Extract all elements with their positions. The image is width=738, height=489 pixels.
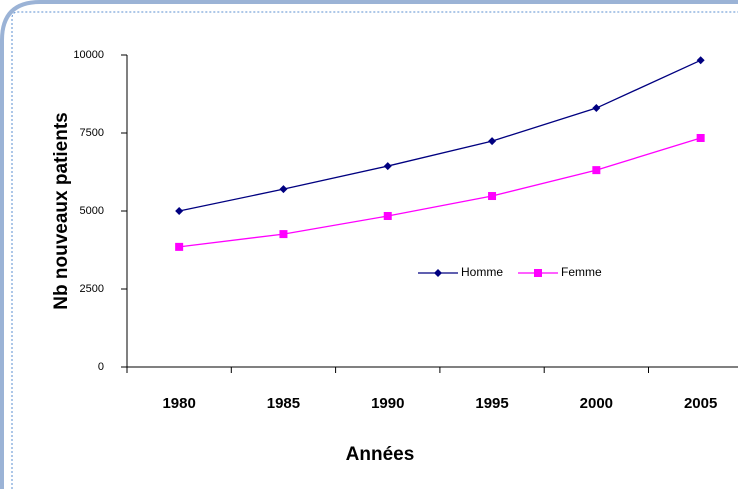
marker [534,269,542,277]
marker [696,133,705,142]
marker [696,56,705,65]
x-axis-title: Années [346,444,415,465]
series-line [179,137,701,248]
x-tick-label: 1990 [371,395,404,412]
marker [592,166,601,175]
x-tick-label: 1985 [267,395,300,412]
marker [488,192,497,201]
y-tick-label: 5000 [80,205,104,217]
marker [434,269,442,277]
y-tick-label: 0 [98,361,104,373]
legend-label: Homme [461,265,503,279]
marker [488,137,497,146]
marker [279,230,288,239]
y-tick-label: 7500 [80,127,104,139]
marker [383,162,392,171]
frame-dots [11,11,738,489]
marker [175,207,184,215]
marker [175,242,184,251]
x-tick-label: 2005 [684,395,717,412]
marker [279,185,288,194]
legend-label: Femme [561,265,602,279]
y-axis-title: Nb nouveaux patients [51,112,72,309]
marker [592,104,601,113]
x-tick-label: 2000 [580,395,613,412]
series-line [179,59,701,212]
x-tick-label: 1980 [162,395,195,412]
marker [383,211,392,220]
y-tick-label: 10000 [73,49,104,61]
y-tick-label: 2500 [80,283,104,295]
x-tick-label: 1995 [475,395,508,412]
